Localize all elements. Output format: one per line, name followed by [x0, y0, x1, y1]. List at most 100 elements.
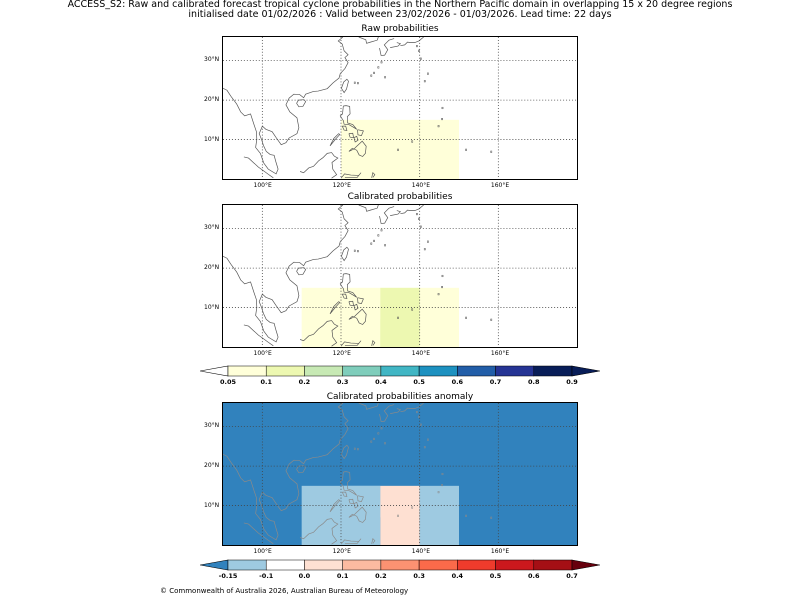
colorbar-tick-label: 0.4: [451, 572, 464, 580]
coastline: [348, 308, 367, 325]
coastline: [340, 340, 362, 347]
figure-title-line1: ACCESS_S2: Raw and calibrated forecast t…: [67, 0, 733, 10]
coastline: [348, 506, 367, 523]
coastline: [371, 538, 376, 544]
longitude-tick-label: 120°E: [332, 182, 351, 189]
island-marker: [427, 240, 429, 243]
island-marker: [353, 249, 356, 252]
island-marker: [423, 80, 426, 83]
island-marker: [441, 106, 444, 110]
island-marker: [377, 432, 380, 435]
island-marker: [465, 514, 467, 517]
island-marker: [353, 81, 356, 84]
island-marker: [411, 308, 414, 311]
colorbar-tick-label: 0.9: [566, 378, 578, 386]
anomaly-map[interactable]: [222, 402, 578, 546]
latitude-tick-label: 30°N: [204, 56, 220, 63]
colorbar-tick-label: -0.15: [218, 572, 238, 580]
island-marker: [437, 491, 440, 494]
coastline: [299, 152, 339, 179]
island-marker: [373, 239, 375, 242]
colorbar-segment-8: [533, 559, 573, 571]
island-marker: [384, 244, 386, 247]
coastline: [379, 38, 395, 56]
coastline: [243, 156, 274, 179]
island-marker: [437, 125, 440, 128]
colorbar-segment-0: [227, 559, 267, 571]
island-marker: [357, 448, 359, 451]
coastline: [243, 522, 274, 545]
island-marker: [373, 437, 375, 440]
longitude-tick-label: 100°E: [253, 350, 272, 357]
coastline: [329, 301, 341, 315]
anomaly-panel-title: Calibrated probabilities anomaly: [326, 392, 474, 402]
colorbar-tick-label: 0.5: [413, 378, 425, 386]
coastline: [329, 133, 341, 147]
island-marker: [384, 76, 386, 79]
island-marker: [465, 148, 467, 151]
coastline: [358, 403, 379, 410]
colorbar-segment-5: [418, 365, 458, 377]
coastline: [353, 135, 359, 143]
colorbar-tick-label: 0.2: [375, 572, 387, 580]
colorbar-tick-label: 0.3: [336, 378, 349, 386]
coastline: [223, 205, 349, 343]
island-marker: [441, 472, 444, 476]
map-canvas: [223, 37, 577, 179]
latitude-tick-label: 30°N: [204, 422, 220, 429]
island-marker: [427, 72, 429, 75]
colorbar-under-extension: [199, 559, 229, 571]
colorbar-under-extension: [199, 365, 229, 377]
coastline: [400, 403, 424, 413]
coastline: [371, 340, 376, 346]
coastline: [296, 267, 307, 276]
coastline: [299, 320, 339, 347]
island-marker: [411, 140, 414, 143]
longitude-tick-label: 160°E: [490, 548, 510, 555]
island-marker: [397, 148, 399, 151]
coastline: [390, 408, 402, 414]
coastline: [348, 498, 354, 504]
coastline: [340, 538, 362, 545]
copyright-footer: © Commonwealth of Australia 2026, Austra…: [160, 587, 409, 595]
coastline: [379, 206, 395, 224]
island-marker: [380, 427, 383, 430]
colorbar-segment-4: [380, 365, 420, 377]
colorbar-tick-label: 0.6: [528, 572, 540, 580]
coastline: [353, 303, 359, 311]
colorbar-segment-2: [304, 559, 343, 571]
probability-region-3[interactable]: [419, 485, 459, 545]
map-canvas: [223, 205, 577, 347]
calibrated-probability-map[interactable]: [222, 204, 578, 348]
colorbar-tick-label: 0.7: [489, 378, 502, 386]
colorbar-tick-label: 0.3: [413, 572, 425, 580]
island-marker: [465, 316, 467, 319]
colorbar-tick-label: 0.05: [219, 378, 237, 386]
probability-region-2[interactable]: [380, 485, 420, 545]
coastline: [223, 37, 349, 175]
island-marker: [490, 516, 493, 519]
island-marker: [377, 234, 380, 237]
probability-region-0[interactable]: [341, 119, 459, 179]
island-marker: [416, 411, 418, 414]
coastline: [371, 172, 376, 178]
colorbar-segment-3: [342, 365, 382, 377]
island-marker: [370, 440, 373, 443]
colorbar-segment-0: [227, 365, 267, 377]
island-marker: [423, 248, 426, 251]
coastline: [348, 132, 354, 138]
island-marker: [441, 484, 443, 487]
coastline: [357, 297, 364, 305]
longitude-tick-label: 160°E: [490, 182, 510, 189]
coastline: [296, 99, 307, 108]
latitude-tick-label: 30°N: [204, 224, 220, 231]
colorbar-over-extension: [571, 365, 601, 377]
island-marker: [420, 225, 422, 228]
raw-panel-title: Raw probabilities: [361, 24, 439, 34]
coastline: [341, 491, 348, 497]
probability-region-2[interactable]: [380, 319, 420, 347]
raw-probability-map[interactable]: [222, 36, 578, 180]
longitude-tick-label: 140°E: [411, 548, 431, 555]
coastline: [299, 518, 339, 545]
island-marker: [377, 66, 380, 69]
